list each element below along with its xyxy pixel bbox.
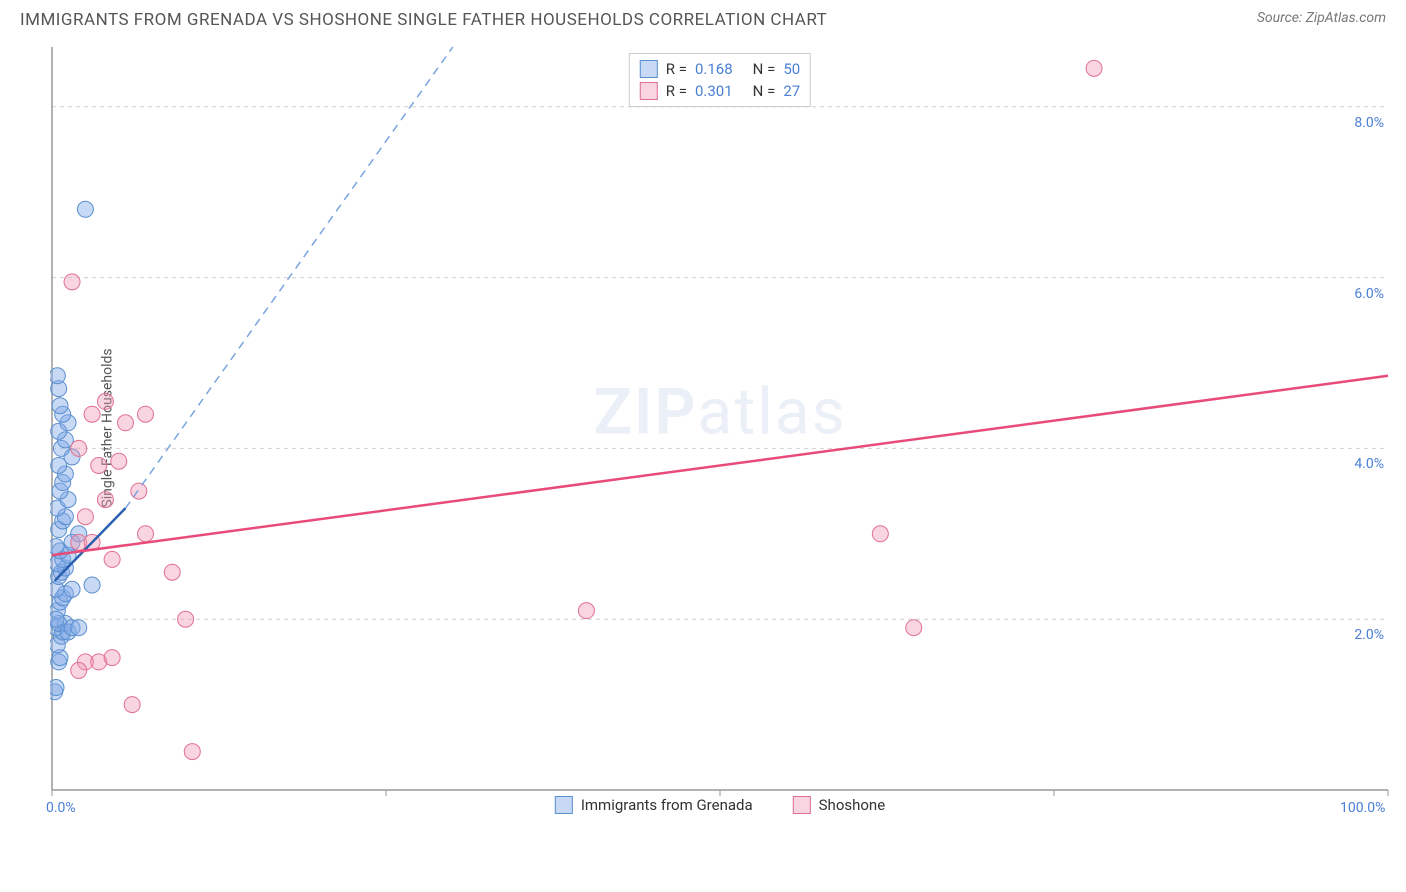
y-tick-label: 2.0% — [1354, 627, 1384, 643]
legend-swatch — [640, 82, 658, 100]
legend-stats: R = 0.168 N = 50 R = 0.301 N = 27 — [629, 53, 811, 107]
y-tick-label: 4.0% — [1354, 456, 1384, 472]
legend-swatch — [793, 796, 811, 814]
legend-swatch — [555, 796, 573, 814]
n-label: N = — [753, 82, 776, 100]
y-tick-label: 6.0% — [1354, 286, 1384, 302]
r-value: 0.301 — [695, 82, 733, 100]
legend-series: Immigrants from Grenada Shoshone — [555, 796, 885, 814]
legend-series-item: Shoshone — [793, 796, 886, 814]
legend-series-label: Shoshone — [819, 796, 886, 814]
legend-series-label: Immigrants from Grenada — [581, 796, 753, 814]
x-tick-label: 100.0% — [1340, 800, 1385, 816]
legend-stats-row: R = 0.168 N = 50 — [640, 58, 800, 80]
x-tick-label: 0.0% — [46, 800, 76, 816]
legend-stats-row: R = 0.301 N = 27 — [640, 80, 800, 102]
legend-swatch — [640, 60, 658, 78]
n-label: N = — [753, 60, 776, 78]
n-value: 50 — [783, 60, 800, 78]
y-tick-label: 8.0% — [1354, 115, 1384, 131]
scatter-plot — [50, 45, 1390, 810]
n-value: 27 — [783, 82, 800, 100]
legend-series-item: Immigrants from Grenada — [555, 796, 753, 814]
r-label: R = — [666, 60, 687, 78]
r-value: 0.168 — [695, 60, 733, 78]
chart-header: IMMIGRANTS FROM GRENADA VS SHOSHONE SING… — [0, 0, 1406, 30]
chart-title: IMMIGRANTS FROM GRENADA VS SHOSHONE SING… — [20, 10, 827, 30]
source-attribution: Source: ZipAtlas.com — [1257, 10, 1386, 26]
chart-area: Single Father Households ZIPatlas R =0.1… — [50, 45, 1390, 810]
r-label: R = — [666, 82, 687, 100]
